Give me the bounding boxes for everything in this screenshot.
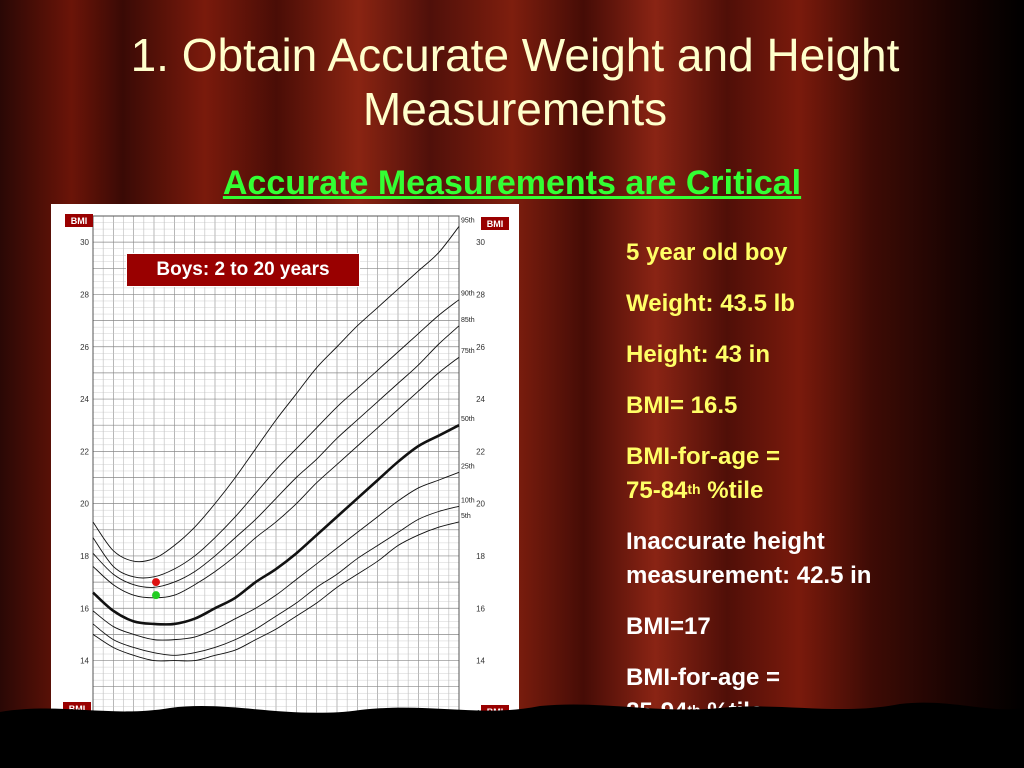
fact-item: Inaccurate height measurement: 42.5 in: [626, 525, 1016, 593]
percentile-curve-90th: [92, 299, 460, 579]
y-tick-label-left: 24: [80, 395, 89, 404]
y-tick-label-left: 26: [80, 343, 89, 352]
bmi-corner-label: BMI: [69, 704, 86, 714]
percentile-label: 50th: [461, 416, 475, 423]
accurate-bmi-point: [152, 591, 160, 600]
y-tick-label-left: 20: [80, 500, 89, 509]
bmi-for-age-chart: 1212141416161818202022222424262628283030…: [63, 214, 509, 753]
percentile-curve-85th: [92, 325, 460, 588]
fact-text: BMI-for-age =: [626, 664, 781, 691]
bmi-corner-label: BMI: [487, 219, 504, 229]
slide-title-line1: 1. Obtain Accurate Weight and Height: [130, 29, 900, 81]
y-tick-label-left: 16: [80, 604, 89, 613]
y-tick-label-right: 26: [476, 343, 485, 352]
y-tick-label-left: 22: [80, 447, 89, 456]
y-tick-label-left: 18: [80, 552, 89, 561]
fact-item: 5 year old boy: [626, 236, 1016, 270]
percentile-label: 5th: [461, 513, 471, 520]
percentile-curve-10th: [92, 505, 460, 656]
fact-text: BMI=17: [626, 613, 711, 640]
percentile-curve-25th: [92, 471, 460, 641]
fact-text: Inaccurate height: [626, 528, 825, 555]
percentile-curve-50th: [92, 424, 460, 626]
percentile-label: 25th: [461, 463, 475, 470]
fact-text-line2: 75-84: [626, 477, 688, 504]
stage-floor-decoration: [0, 702, 1024, 768]
y-tick-label-left: 14: [80, 657, 89, 666]
y-tick-label-left: 28: [80, 290, 89, 299]
fact-text: BMI-for-age =: [626, 443, 781, 470]
slide-title: 1. Obtain Accurate Weight and Height Mea…: [60, 28, 970, 136]
fact-suffix: %tile: [700, 477, 764, 504]
fact-text: BMI= 16.5: [626, 392, 738, 419]
fact-text: Weight: 43.5 lb: [626, 290, 795, 317]
y-tick-label-left: 30: [80, 238, 89, 247]
y-tick-label-right: 16: [476, 604, 485, 613]
slide-title-line2: Measurements: [362, 83, 668, 135]
percentile-label: 85th: [461, 317, 475, 324]
fact-item: Height: 43 in: [626, 338, 1016, 372]
fact-item: Weight: 43.5 lb: [626, 287, 1016, 321]
facts-list: 5 year old boy Weight: 43.5 lb Height: 43 …: [626, 236, 1016, 746]
bmi-corner-badge: [481, 217, 509, 230]
y-tick-label-right: 24: [476, 395, 485, 404]
fact-item: BMI= 16.5: [626, 389, 1016, 423]
fact-text-line2: measurement: 42.5 in: [626, 562, 872, 589]
y-tick-label-right: 18: [476, 552, 485, 561]
inaccurate-bmi-point: [152, 578, 160, 587]
bmi-corner-label: BMI: [71, 216, 88, 226]
fact-text: Height: 43 in: [626, 341, 771, 368]
fact-item: BMI-for-age = 75-84th %tile: [626, 440, 1016, 508]
bmi-chart-panel: 1212141416161818202022222424262628283030…: [51, 204, 519, 757]
y-tick-label-right: 20: [476, 500, 485, 509]
percentile-label: 10th: [461, 497, 475, 504]
percentile-curve-95th: [92, 226, 460, 563]
percentile-label: 75th: [461, 348, 475, 355]
slide-subtitle: Accurate Measurements are Critical: [222, 164, 802, 202]
fact-item: BMI=17: [626, 610, 1016, 644]
percentile-curve-5th: [92, 521, 460, 662]
chart-group-label: Boys: 2 to 20 years: [126, 253, 360, 287]
fact-superscript: th: [687, 481, 701, 497]
bmi-corner-badge: [65, 214, 93, 227]
y-tick-label-right: 14: [476, 657, 485, 666]
percentile-label: 95th: [461, 217, 475, 224]
fact-text: 5 year old boy: [626, 239, 788, 266]
y-tick-label-right: 30: [476, 238, 485, 247]
y-tick-label-right: 22: [476, 447, 485, 456]
y-tick-label-right: 28: [476, 290, 485, 299]
percentile-label: 90th: [461, 291, 475, 298]
